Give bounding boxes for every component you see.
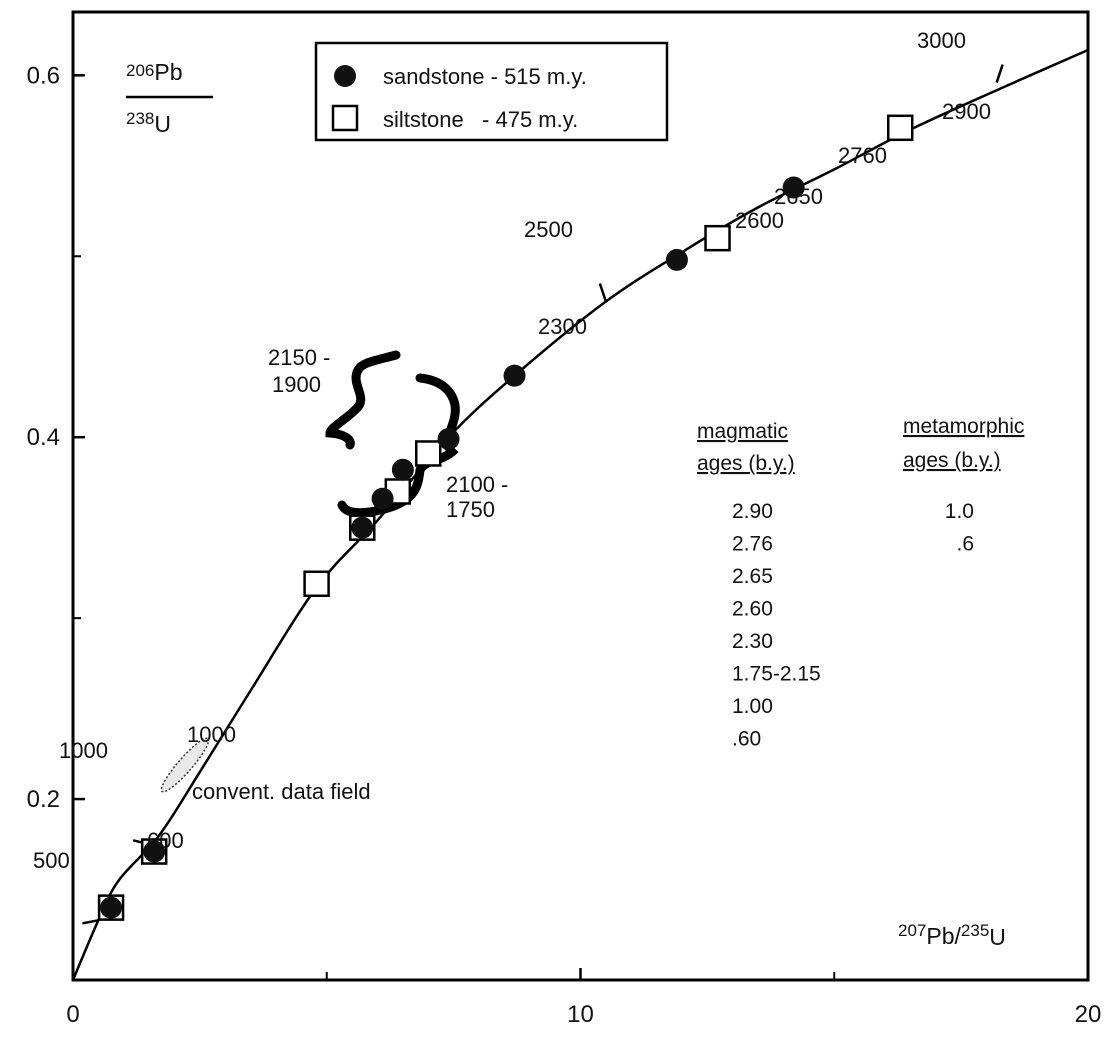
siltstone-point-5 [415, 440, 442, 467]
magmatic-age-4: 2.30 [732, 630, 773, 653]
y-tick-label-0: 0.2 [27, 786, 60, 813]
sandstone-point-8 [782, 176, 805, 199]
sandstone-point-4 [391, 458, 414, 481]
legend-siltstone-label: siltstone - 475 m.y. [383, 107, 578, 132]
age-tick-label-2500: 2500 [524, 217, 573, 242]
point-label-2650: 2650 [774, 184, 823, 209]
age-tick-label-3000: 3000 [917, 28, 966, 53]
magmatic-age-6: 1.00 [732, 695, 773, 718]
point-label-2600: 2600 [735, 208, 784, 233]
point-label-2760: 2760 [838, 143, 887, 168]
legend-siltstone-marker [331, 104, 359, 132]
point-label-1000: 1000 [187, 722, 236, 747]
magmatic-age-3: 2.60 [732, 598, 773, 621]
sandstone-point-5 [437, 428, 460, 451]
magmatic-age-7: .60 [732, 728, 761, 751]
legend-box [314, 41, 669, 142]
sandstone-point-0 [100, 896, 123, 919]
magmatic-head-2: ages (b.y.) [697, 452, 795, 475]
age-tick-500 [82, 919, 99, 925]
y-tick-label-2: 0.6 [27, 62, 60, 89]
sandstone-point-2 [351, 516, 374, 539]
siltstone-point-2 [303, 570, 330, 598]
y-axis-label: 206Pb 238U [126, 59, 213, 137]
point-label-2300: 2300 [538, 314, 587, 339]
siltstone-point-6 [704, 224, 731, 252]
svg-text:206Pb: 206Pb [126, 59, 183, 85]
plot-frame [71, 10, 1090, 982]
magmatic-age-1: 2.76 [732, 533, 773, 556]
svg-text:238U: 238U [126, 109, 171, 137]
bracket-label-lower-2: 1750 [446, 497, 495, 522]
y-tick-labels: 0.2 0.4 0.6 [27, 62, 60, 813]
bracket-label-upper-2: 1900 [272, 372, 321, 397]
magmatic-age-0: 2.90 [732, 500, 773, 523]
age-tick-label-500: 500 [33, 848, 70, 873]
legend-sandstone-label: sandstone - 515 m.y. [383, 64, 587, 89]
conventional-data-field: convent. data field [160, 737, 371, 804]
metamorphic-head-2: ages (b.y.) [903, 449, 1001, 472]
upper-brace [325, 350, 401, 450]
magmatic-head-1: magmatic [697, 420, 788, 443]
age-tick-label-1000: 1000 [59, 738, 108, 763]
metamorphic-values: 1.0.6 [945, 500, 974, 556]
x-tick-label-0: 0 [66, 1001, 79, 1028]
metamorphic-age-1: .6 [956, 533, 974, 556]
age-tick-3000 [995, 64, 1004, 83]
y-tick-label-1: 0.4 [27, 424, 60, 451]
sandstone-point-3 [371, 487, 394, 510]
age-tick-2500 [598, 283, 608, 302]
legend-sandstone-marker [334, 65, 356, 87]
point-label-2900: 2900 [942, 99, 991, 124]
ages-table: magmatic ages (b.y.) metamorphic ages (b… [697, 415, 1024, 751]
svg-text:207Pb/235U: 207Pb/235U [898, 921, 1006, 950]
concordia-curve [71, 48, 1089, 981]
bracket-label-upper-1: 2150 - [268, 345, 330, 370]
sandstone-point-6 [503, 364, 526, 387]
x-tick-labels: 0 10 20 [66, 1001, 1101, 1028]
metamorphic-head-1: metamorphic [903, 415, 1024, 438]
sandstone-points [100, 176, 805, 919]
sandstone-point-7 [665, 248, 688, 271]
magmatic-values: 2.90 2.76 2.65 2.60 2.30 1.75-2.15 1.00 .60 [732, 500, 821, 751]
magmatic-age-5: 1.75-2.15 [732, 663, 821, 686]
x-tick-label-1: 10 [567, 1001, 594, 1028]
metamorphic-age-0: 1.0 [945, 500, 974, 523]
siltstone-point-7 [886, 114, 914, 142]
point-label-600: 600 [147, 828, 184, 853]
legend: sandstone - 515 m.y. siltstone - 475 m.y… [314, 41, 669, 142]
bracket-label-lower-1: 2100 - [446, 472, 508, 497]
sandstone-point-1 [143, 840, 166, 863]
x-tick-label-2: 20 [1075, 1001, 1102, 1028]
field-label: convent. data field [192, 779, 371, 804]
x-axis-label: 207Pb/235U [898, 921, 1006, 950]
magmatic-age-2: 2.65 [732, 565, 773, 588]
axis-ticks [71, 74, 1090, 980]
